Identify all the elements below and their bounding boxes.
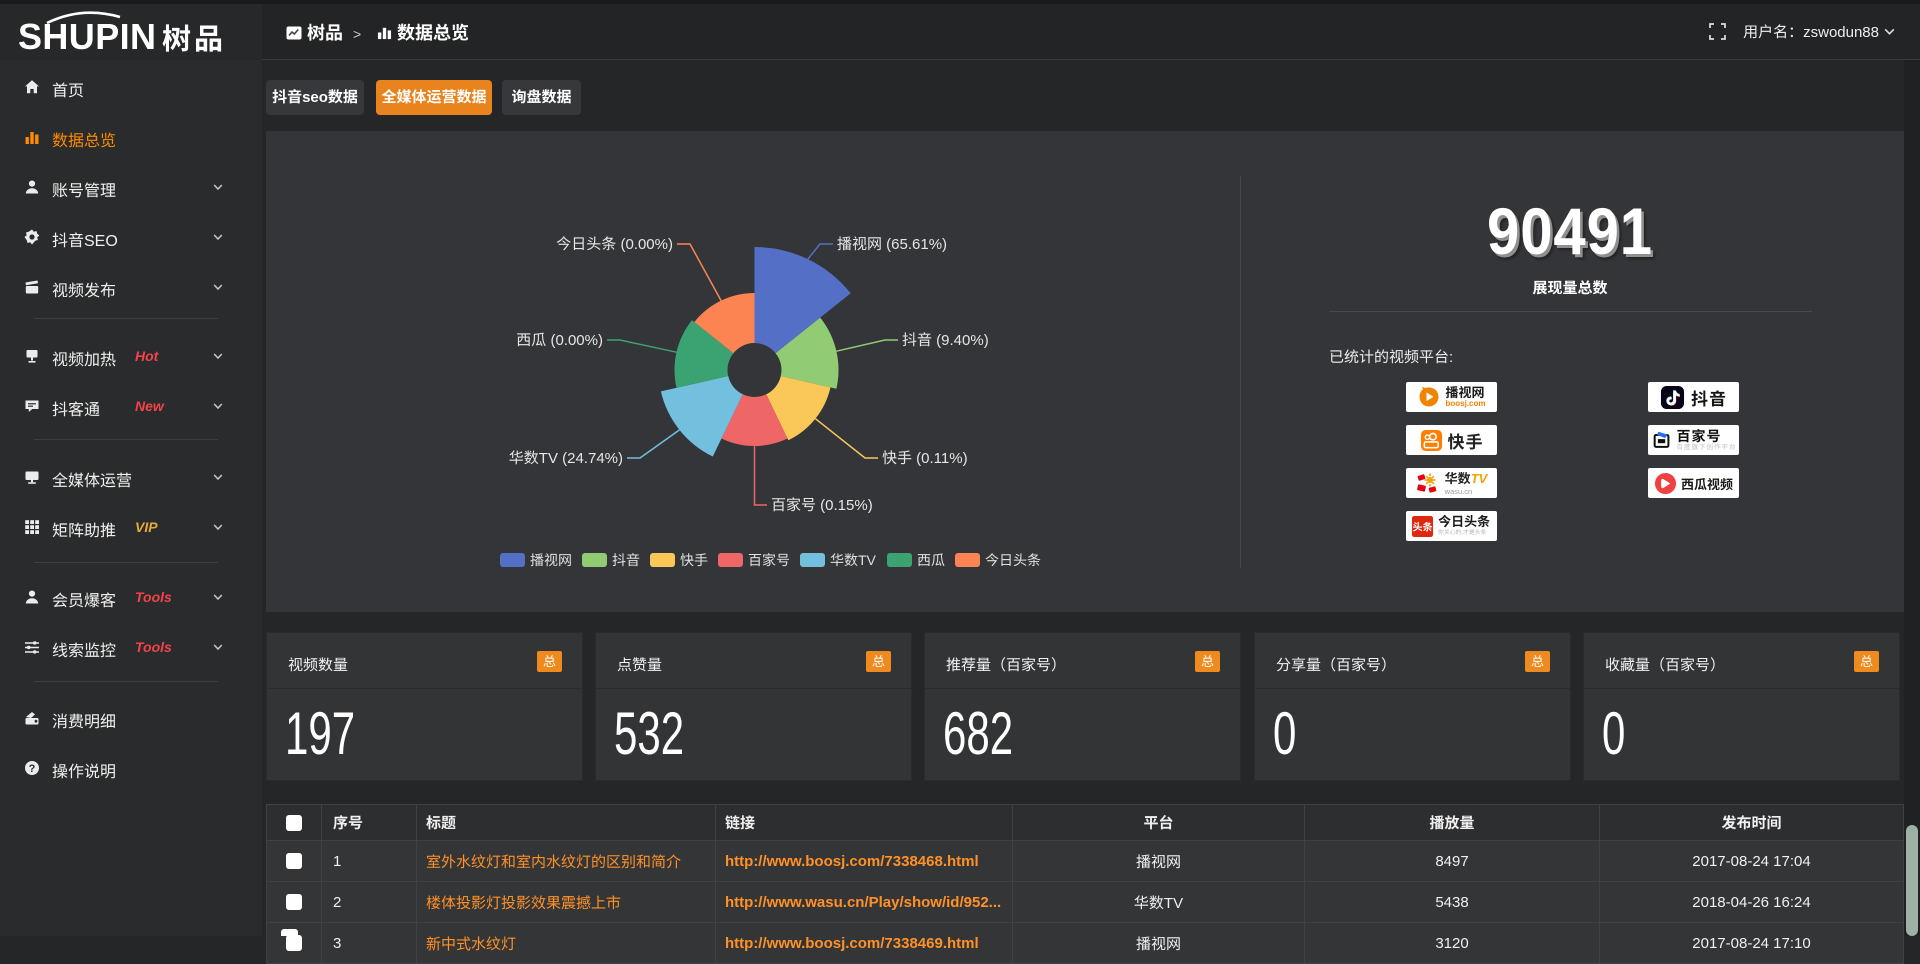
svg-text:快手: 快手 xyxy=(680,552,708,568)
svg-text:?: ? xyxy=(29,763,36,775)
svg-text:SHUPIN: SHUPIN xyxy=(18,16,156,57)
svg-text:华数TV: 华数TV xyxy=(830,552,877,568)
svg-text:西瓜 (0.00%): 西瓜 (0.00%) xyxy=(516,332,603,349)
svg-text:今日头条 (0.00%): 今日头条 (0.00%) xyxy=(556,236,673,253)
svg-text:快手 (0.11%): 快手 (0.11%) xyxy=(882,450,968,467)
svg-text:播视网 (65.61%): 播视网 (65.61%) xyxy=(837,236,947,253)
svg-text:西瓜: 西瓜 xyxy=(917,552,945,568)
svg-text:华数TV (24.74%): 华数TV (24.74%) xyxy=(509,450,623,467)
svg-text:今日头条: 今日头条 xyxy=(985,552,1041,568)
svg-text:播视网: 播视网 xyxy=(530,552,572,568)
svg-text:抖音: 抖音 xyxy=(612,552,640,568)
svg-text:头条: 头条 xyxy=(1413,518,1433,533)
svg-text:树品: 树品 xyxy=(162,16,226,58)
svg-text:百家号: 百家号 xyxy=(748,552,790,568)
svg-text:抖音 (9.40%): 抖音 (9.40%) xyxy=(902,332,989,349)
svg-text:百家号 (0.15%): 百家号 (0.15%) xyxy=(771,497,873,514)
